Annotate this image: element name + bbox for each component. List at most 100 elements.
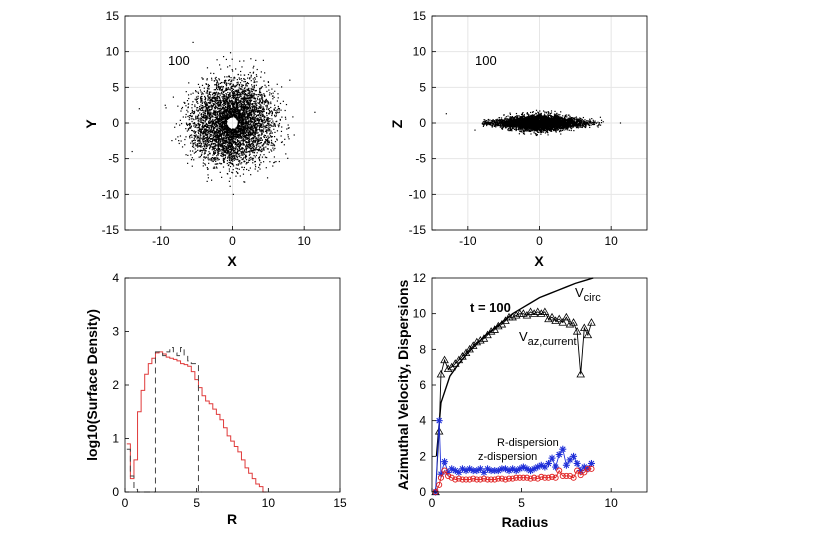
xy-particle bbox=[210, 91, 212, 93]
xy-particle bbox=[229, 89, 231, 91]
xy-particle bbox=[216, 135, 218, 137]
xy-particle bbox=[239, 134, 241, 136]
xy-particle bbox=[231, 113, 233, 116]
xy-particle bbox=[226, 103, 229, 105]
xy-particle bbox=[266, 156, 268, 159]
xy-particle bbox=[251, 157, 253, 159]
xy-particle bbox=[256, 137, 258, 139]
xy-particle bbox=[239, 101, 241, 103]
xy-particle bbox=[193, 131, 195, 133]
xy-particle bbox=[236, 109, 238, 111]
xy-particle bbox=[193, 146, 195, 148]
xy-particle bbox=[219, 143, 221, 145]
xy-particle bbox=[201, 126, 204, 128]
xy-particle bbox=[280, 141, 283, 144]
xy-particle bbox=[266, 117, 268, 119]
xy-particle bbox=[266, 129, 269, 131]
xy-particle bbox=[229, 177, 231, 179]
xy-particle bbox=[217, 121, 219, 123]
xy-particle bbox=[239, 78, 241, 80]
xy-particle bbox=[246, 103, 249, 105]
xy-particle bbox=[206, 79, 208, 81]
xy-particle bbox=[219, 87, 221, 89]
xy-particle bbox=[228, 75, 230, 77]
xy-particle bbox=[263, 93, 265, 95]
xy-particle bbox=[213, 112, 216, 114]
xy-particle bbox=[210, 100, 213, 102]
xy-particle bbox=[230, 77, 232, 79]
xy-particle bbox=[252, 78, 254, 80]
xy-particle bbox=[208, 110, 210, 112]
xy-particle bbox=[240, 86, 242, 88]
xy-particle bbox=[264, 130, 267, 133]
xy-particle bbox=[237, 140, 239, 142]
xy-particle bbox=[258, 114, 260, 116]
xy-particle bbox=[237, 127, 239, 129]
xy-particle bbox=[238, 77, 240, 79]
xy-particle bbox=[198, 145, 201, 147]
xy-particle bbox=[237, 149, 239, 151]
xy-particle bbox=[215, 132, 217, 134]
xy-particle bbox=[231, 89, 233, 91]
xy-particle bbox=[208, 144, 210, 146]
xy-particle bbox=[232, 158, 234, 161]
xy-particle bbox=[203, 149, 205, 151]
xy-particle bbox=[237, 134, 239, 137]
xy-particle bbox=[194, 132, 196, 134]
xy-particle bbox=[232, 138, 234, 141]
xy-particle bbox=[224, 117, 226, 119]
xy-particle bbox=[245, 128, 247, 130]
xy-particle bbox=[226, 66, 229, 68]
xy-particle bbox=[182, 116, 184, 118]
xy-particle bbox=[232, 101, 234, 103]
xy-particle bbox=[203, 113, 205, 115]
xy-particle bbox=[204, 137, 206, 140]
xy-particle bbox=[267, 135, 269, 137]
xy-particle bbox=[265, 146, 267, 148]
xy-particle bbox=[208, 127, 210, 129]
xy-particle bbox=[273, 108, 275, 110]
xy-particle bbox=[239, 91, 241, 94]
xy-particle bbox=[240, 117, 242, 119]
xy-particle bbox=[214, 131, 216, 133]
xy-particle bbox=[222, 132, 225, 134]
xy-particle bbox=[229, 105, 231, 107]
xy-particle bbox=[248, 104, 250, 106]
xy-particle bbox=[207, 168, 209, 170]
xy-particle bbox=[235, 147, 237, 149]
xy-particle bbox=[232, 193, 234, 196]
xy-particle bbox=[214, 107, 216, 110]
xy-particle bbox=[224, 112, 226, 114]
xy-particle bbox=[185, 122, 188, 124]
xy-particle bbox=[240, 70, 242, 73]
xy-particle bbox=[263, 80, 265, 82]
xy-particle bbox=[241, 147, 244, 149]
xy-particle bbox=[214, 103, 216, 105]
xy-particle bbox=[198, 139, 200, 141]
xy-particle bbox=[189, 127, 192, 129]
xz-particle bbox=[537, 112, 540, 114]
xy-particle bbox=[253, 113, 256, 115]
xy-particle bbox=[259, 100, 261, 102]
xy-particle bbox=[287, 157, 289, 159]
xy-particle bbox=[233, 130, 236, 132]
xy-particle bbox=[272, 147, 274, 149]
xy-particle bbox=[219, 64, 221, 66]
xy-particle bbox=[200, 119, 202, 121]
xy-particle bbox=[225, 87, 227, 89]
xy-particle bbox=[255, 127, 257, 130]
xy-particle bbox=[276, 138, 278, 140]
xy-particle bbox=[232, 110, 234, 112]
xy-particle bbox=[201, 77, 203, 79]
xy-particle bbox=[263, 115, 265, 117]
xy-particle bbox=[217, 111, 219, 113]
xy-particle bbox=[254, 105, 256, 107]
xy-particle bbox=[260, 87, 262, 89]
xy-particle bbox=[244, 140, 246, 142]
xy-particle bbox=[259, 112, 261, 115]
xy-particle bbox=[239, 133, 241, 135]
xy-particle bbox=[242, 106, 244, 109]
xy-particle bbox=[267, 108, 270, 110]
xy-particle bbox=[235, 132, 237, 134]
xy-particle bbox=[232, 106, 234, 108]
